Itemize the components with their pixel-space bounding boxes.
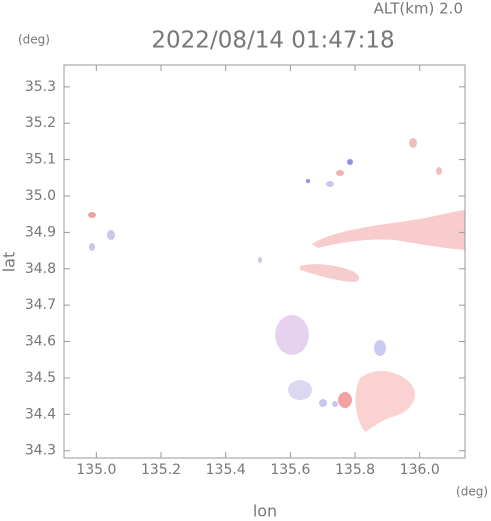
y-tick-label: 34.5 xyxy=(25,370,56,386)
y-tick-label: 35.3 xyxy=(25,79,56,95)
plot-frame xyxy=(63,64,466,459)
chart-title: 2022/08/14 01:47:18 xyxy=(151,28,394,54)
y-tick-label: 35.0 xyxy=(25,188,56,204)
y-tick-label: 35.1 xyxy=(25,152,56,168)
y-tick-label: 34.6 xyxy=(25,334,56,350)
y-tick-label: 35.2 xyxy=(25,115,56,131)
x-tick-label: 135.4 xyxy=(206,462,246,478)
x-tick-label: 135.0 xyxy=(76,462,116,478)
x-unit: (deg) xyxy=(456,485,488,499)
y-tick-label: 34.8 xyxy=(25,261,56,277)
altitude-label: ALT(km) 2.0 xyxy=(374,0,463,18)
y-unit: (deg) xyxy=(18,33,50,47)
x-tick-label: 136.0 xyxy=(400,462,440,478)
x-tick-label: 135.6 xyxy=(270,462,310,478)
x-tick-label: 135.2 xyxy=(141,462,181,478)
y-tick-label: 34.7 xyxy=(25,297,56,313)
y-tick-label: 34.4 xyxy=(25,406,56,422)
y-tick-label: 34.3 xyxy=(25,443,56,459)
y-tick-label: 34.9 xyxy=(25,224,56,240)
x-axis-label: lon xyxy=(253,502,277,521)
x-tick-label: 135.8 xyxy=(335,462,375,478)
y-axis-label: lat xyxy=(0,252,19,273)
echoes xyxy=(88,138,465,432)
